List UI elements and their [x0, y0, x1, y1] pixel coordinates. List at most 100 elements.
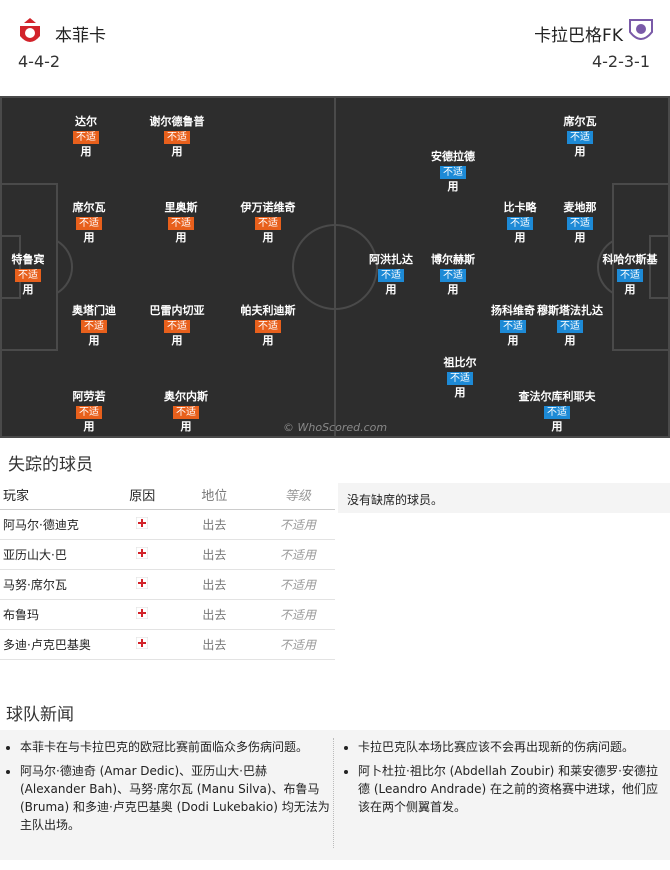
status-suffix: 用	[180, 420, 192, 433]
level-cell: 不适用	[260, 509, 335, 540]
status-badge: 不适	[76, 217, 102, 230]
player: 谢尔德鲁普 不适用	[122, 114, 232, 159]
player: 席尔瓦 不适用	[525, 114, 635, 159]
reason-cell	[116, 629, 168, 660]
status-suffix: 用	[83, 231, 95, 244]
player-name: 帕夫利迪斯	[240, 304, 296, 317]
badge-row: 不适	[34, 215, 144, 230]
status-badge: 不适	[81, 320, 107, 333]
status-suffix: 用	[551, 420, 563, 433]
player: 穆斯塔法扎达 不适用	[515, 303, 625, 348]
status-badge: 不适	[168, 217, 194, 230]
status-badge: 不适	[76, 406, 102, 419]
status-suffix: 用	[447, 180, 459, 193]
status-badge: 不适	[164, 320, 190, 333]
status-suffix: 用	[80, 145, 92, 158]
status-suffix: 用	[171, 145, 183, 158]
status-cell: 出去	[168, 569, 261, 600]
status-suffix: 用	[454, 386, 466, 399]
player: 博尔赫斯 不适用	[398, 252, 508, 297]
column-header: 等级	[260, 480, 335, 510]
divider	[333, 738, 334, 848]
injury-icon	[135, 636, 149, 650]
status-badge: 不适	[73, 131, 99, 144]
status-badge: 不适	[544, 406, 570, 419]
reason-cell	[116, 599, 168, 630]
badge-row: 不适	[336, 267, 446, 282]
column-header: 原因	[116, 480, 168, 510]
status-suffix: 用	[574, 145, 586, 158]
level-cell: 不适用	[260, 599, 335, 630]
player: 里奥斯 不适用	[126, 200, 236, 245]
badge-row: 不适	[515, 318, 625, 333]
away-missing-box: 没有缺席的球员。	[338, 483, 670, 513]
injury-icon	[135, 606, 149, 620]
missing-title: 失踪的球员	[8, 455, 93, 475]
player-cell: 阿马尔·德迪克	[0, 509, 117, 540]
home-name: 本菲卡	[55, 26, 106, 46]
player-name: 奥塔门迪	[72, 304, 116, 317]
news-item: 阿马尔·德迪奇 (Amar Dedic)、亚历山大·巴赫 (Alexander …	[20, 762, 330, 834]
missing-table: 玩家 原因 地位 等级 阿马尔·德迪克 出去 不适用 亚历山大·巴 出去 不适用 马努·席尔瓦 出去…	[0, 480, 335, 660]
player-name: 巴雷内切亚	[149, 304, 205, 317]
badge-row: 不适	[34, 404, 144, 419]
home-formation: 4-4-2	[18, 52, 61, 71]
injury-icon	[135, 546, 149, 560]
player: 奥尔内斯 不适用	[131, 389, 241, 434]
status-suffix: 用	[385, 283, 397, 296]
status-badge: 不适	[557, 320, 583, 333]
player-name: 科哈尔斯基	[602, 253, 658, 266]
player: 达尔 不适用	[31, 114, 141, 159]
player: 帕夫利迪斯 不适用	[213, 303, 323, 348]
table-header: 玩家 原因 地位 等级	[0, 480, 335, 510]
status-badge: 不适	[567, 217, 593, 230]
player: 阿洪扎达 不适用	[336, 252, 446, 297]
player-cell: 多迪·卢克巴基奥	[0, 629, 117, 660]
column-header: 地位	[168, 480, 261, 510]
player: 阿劳若 不适用	[34, 389, 144, 434]
reason-cell	[116, 539, 168, 570]
away-formation: 4-2-3-1	[591, 52, 650, 71]
level-cell: 不适用	[260, 569, 335, 600]
badge-row: 不适	[122, 129, 232, 144]
status-badge: 不适	[440, 269, 466, 282]
home-news: 本菲卡在与卡拉巴克的欧冠比赛前面临众多伤病问题。阿马尔·德迪奇 (Amar De…	[0, 738, 330, 840]
status-suffix: 用	[564, 334, 576, 347]
status-cell: 出去	[168, 629, 261, 660]
player-name: 查法尔库利耶夫	[518, 390, 596, 403]
player: 安德拉德 不适用	[398, 149, 508, 194]
player-name: 伊万诺维奇	[240, 201, 296, 214]
player-name: 特鲁宾	[11, 253, 45, 266]
status-badge: 不适	[173, 406, 199, 419]
player-name: 席尔瓦	[72, 201, 106, 214]
player: 祖比尔 不适用	[405, 355, 515, 400]
away-name: 卡拉巴格FK	[534, 26, 623, 46]
status-suffix: 用	[514, 231, 526, 244]
column-header: 玩家	[0, 480, 117, 510]
player-name: 谢尔德鲁普	[149, 115, 205, 128]
player: 科哈尔斯基 不适用	[575, 252, 670, 297]
badge-row: 不适	[213, 318, 323, 333]
pitch	[0, 96, 670, 438]
badge-row: 不适	[122, 318, 232, 333]
status-suffix: 用	[171, 334, 183, 347]
player-name: 里奥斯	[164, 201, 198, 214]
reason-cell	[116, 509, 168, 540]
status-badge: 不适	[15, 269, 41, 282]
status-badge: 不适	[164, 131, 190, 144]
table-body: 阿马尔·德迪克 出去 不适用 亚历山大·巴 出去 不适用 马努·席尔瓦 出去 不适用 布鲁玛 出去不…	[0, 509, 335, 660]
status-badge: 不适	[440, 166, 466, 179]
badge-row: 不适	[398, 164, 508, 179]
table-row: 多迪·卢克巴基奥 出去 不适用	[0, 629, 335, 660]
status-badge: 不适	[617, 269, 643, 282]
player-name: 达尔	[75, 115, 97, 128]
badge-row: 不适	[465, 215, 575, 230]
player-name: 扬科维奇	[491, 304, 535, 317]
badge-row: 不适	[398, 267, 508, 282]
badge-row: 不适	[525, 129, 635, 144]
away-news: 卡拉巴克队本场比赛应该不会再出现新的伤病问题。阿卜杜拉·祖比尔 (Abdella…	[338, 738, 668, 822]
status-badge: 不适	[500, 320, 526, 333]
player: 比卡略 不适用	[465, 200, 575, 245]
injury-icon	[135, 516, 149, 530]
badge-row: 不适	[31, 129, 141, 144]
